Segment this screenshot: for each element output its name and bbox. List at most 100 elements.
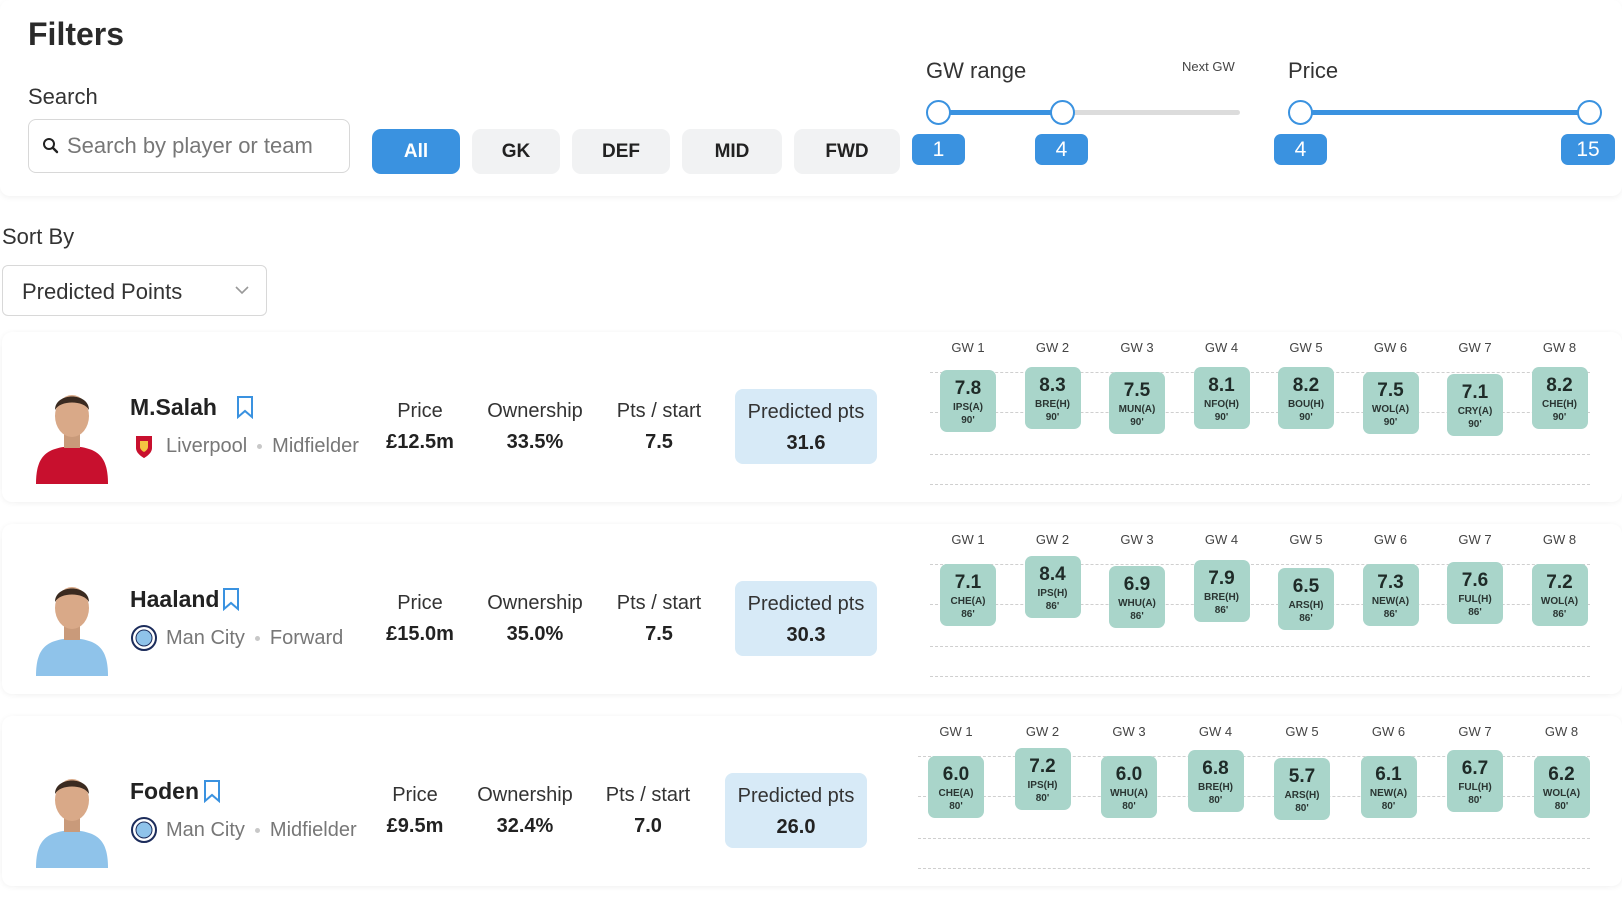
stat-pts-start-label: Pts / start	[616, 400, 702, 422]
price-min-value: 4	[1274, 134, 1327, 165]
player-name[interactable]: Foden	[130, 778, 199, 804]
gameweek-prediction[interactable]: 6.9 WHU(A) 86'	[1109, 566, 1165, 628]
grid-line	[918, 756, 1590, 757]
gameweek-prediction[interactable]: 6.8 BRE(H) 80'	[1187, 750, 1244, 812]
gameweek-minutes: 80'	[1554, 801, 1569, 812]
player-position: Forward	[269, 626, 344, 649]
gameweek-points: 7.5	[1123, 380, 1151, 401]
price-fill[interactable]	[1300, 110, 1590, 115]
gameweek-minutes: 80'	[1122, 801, 1136, 812]
gameweek-prediction[interactable]: 8.3 BRE(H) 90'	[1024, 367, 1081, 429]
sort-label: Sort By	[2, 224, 75, 249]
gameweek-opponent: NEW(A)	[1369, 788, 1408, 799]
player-avatar	[32, 766, 112, 868]
gameweek-opponent: BRE(H)	[1198, 782, 1233, 793]
gameweek-prediction[interactable]: 8.2 CHE(H) 90'	[1531, 367, 1588, 429]
gameweek-prediction[interactable]: 7.1 CRY(A) 90'	[1447, 374, 1503, 436]
player-name[interactable]: Haaland	[130, 586, 220, 612]
search-input[interactable]	[67, 120, 347, 172]
gameweek-prediction[interactable]: 5.7 ARS(H) 80'	[1274, 758, 1330, 820]
search-label: Search	[28, 84, 98, 109]
player-position: Midfielder	[269, 818, 357, 841]
stat-ownership-label: Ownership	[477, 784, 573, 806]
gameweek-points: 7.8	[954, 378, 982, 399]
player-card[interactable]: Foden Man City Midfielder Price £9.5m Ownersh…	[2, 716, 1622, 886]
position-gk-button[interactable]: GK	[472, 129, 560, 174]
gameweek-prediction[interactable]: 8.1 NFO(H) 90'	[1193, 367, 1250, 429]
predicted-points-box: Predicted pts 31.6	[735, 389, 877, 464]
gameweek-opponent: WOL(A)	[1540, 596, 1579, 607]
gameweek-prediction[interactable]: 8.4 IPS(H) 86'	[1024, 556, 1081, 618]
player-position: Midfielder	[272, 434, 359, 457]
gameweek-header: GW 4	[1204, 340, 1239, 355]
price-min-handle[interactable]	[1288, 100, 1313, 125]
gameweek-prediction[interactable]: 7.8 IPS(A) 90'	[940, 370, 996, 432]
gameweek-opponent: FUL(H)	[1458, 594, 1492, 605]
position-all-button[interactable]: All	[372, 129, 460, 174]
stat-ownership-value: 32.4%	[496, 815, 554, 837]
gameweek-header: GW 3	[1120, 340, 1154, 355]
gw-range-max-handle[interactable]	[1050, 100, 1075, 125]
position-fwd-button[interactable]: FWD	[794, 129, 900, 174]
gameweek-prediction[interactable]: 6.0 CHE(A) 80'	[928, 756, 984, 818]
gameweek-header: GW 4	[1204, 532, 1239, 547]
grid-line	[930, 564, 1590, 565]
gameweek-minutes: 86'	[1552, 609, 1567, 620]
gameweek-prediction[interactable]: 6.2 WOL(A) 80'	[1533, 756, 1590, 818]
gw-range-min-handle[interactable]	[926, 100, 951, 125]
sort-value: Predicted Points	[22, 279, 183, 304]
separator-dot	[254, 635, 260, 641]
gameweek-prediction[interactable]: 6.7 FUL(H) 80'	[1447, 750, 1503, 812]
gameweek-prediction[interactable]: 6.1 NEW(A) 80'	[1360, 756, 1417, 818]
player-card[interactable]: Haaland Man City Forward Price £15.0m Ownersh…	[2, 524, 1622, 694]
gameweek-prediction[interactable]: 7.2 WOL(A) 86'	[1531, 564, 1588, 626]
gameweek-opponent: CRY(A)	[1457, 406, 1493, 417]
gameweek-header: GW 6	[1373, 340, 1408, 355]
grid-line	[930, 676, 1590, 677]
club-row: Liverpool Midfielder	[130, 432, 359, 460]
gameweek-prediction[interactable]: 7.9 BRE(H) 86'	[1193, 560, 1250, 622]
gameweek-prediction[interactable]: 7.5 WOL(A) 90'	[1362, 372, 1419, 434]
stat-pts-start-value: 7.0	[634, 815, 662, 837]
gameweek-prediction[interactable]: 8.2 BOU(H) 90'	[1278, 367, 1334, 429]
gameweek-header: GW 2	[1035, 532, 1070, 547]
sort-select[interactable]: Predicted Points	[2, 265, 267, 316]
predicted-points-box: Predicted pts 30.3	[735, 581, 877, 656]
gameweek-prediction[interactable]: 7.5 MUN(A) 90'	[1109, 372, 1165, 434]
player-name[interactable]: M.Salah	[130, 394, 217, 420]
gameweek-minutes: 90'	[1299, 412, 1313, 423]
player-card[interactable]: M.Salah Liverpool Midfielder Price £12.5m Own…	[2, 332, 1622, 502]
gameweek-prediction[interactable]: 7.1 CHE(A) 86'	[940, 564, 996, 626]
gameweek-minutes: 86'	[1214, 605, 1229, 616]
gameweek-minutes: 90'	[1552, 412, 1567, 423]
bookmark-icon[interactable]	[222, 587, 240, 612]
stat-ownership: Ownership 32.4%	[477, 784, 573, 838]
gw-range-fill	[938, 110, 1062, 115]
gameweek-prediction[interactable]: 7.6 FUL(H) 86'	[1447, 562, 1503, 624]
gameweek-points: 6.2	[1548, 764, 1575, 785]
gameweek-prediction[interactable]: 6.5 ARS(H) 86'	[1278, 568, 1334, 630]
search-box[interactable]	[28, 119, 350, 173]
grid-line	[930, 646, 1590, 647]
separator-dot	[257, 443, 263, 449]
gameweek-points: 7.2	[1546, 572, 1573, 593]
gameweek-prediction[interactable]: 7.3 NEW(A) 86'	[1362, 564, 1419, 626]
gameweek-minutes: 90'	[1383, 417, 1398, 428]
position-mid-button[interactable]: MID	[682, 129, 782, 174]
gameweek-prediction[interactable]: 7.2 IPS(H) 80'	[1014, 748, 1071, 810]
gameweek-prediction[interactable]: 6.0 WHU(A) 80'	[1101, 756, 1157, 818]
grid-line	[918, 868, 1590, 869]
gw-range-track[interactable]	[938, 110, 1240, 115]
stat-ownership-label: Ownership	[487, 592, 583, 614]
gw-range-label: GW range	[926, 58, 1027, 83]
price-max-handle[interactable]	[1577, 100, 1602, 125]
gameweek-opponent: ARS(H)	[1288, 600, 1324, 611]
bookmark-icon[interactable]	[236, 395, 254, 420]
gameweek-opponent: BRE(H)	[1204, 592, 1239, 603]
position-def-button[interactable]: DEF	[572, 129, 670, 174]
gameweek-minutes: 80'	[1295, 803, 1309, 814]
gameweek-minutes: 80'	[1208, 795, 1223, 806]
gameweek-header: GW 3	[1112, 724, 1146, 739]
bookmark-icon[interactable]	[203, 779, 221, 804]
gameweek-header: GW 6	[1371, 724, 1406, 739]
